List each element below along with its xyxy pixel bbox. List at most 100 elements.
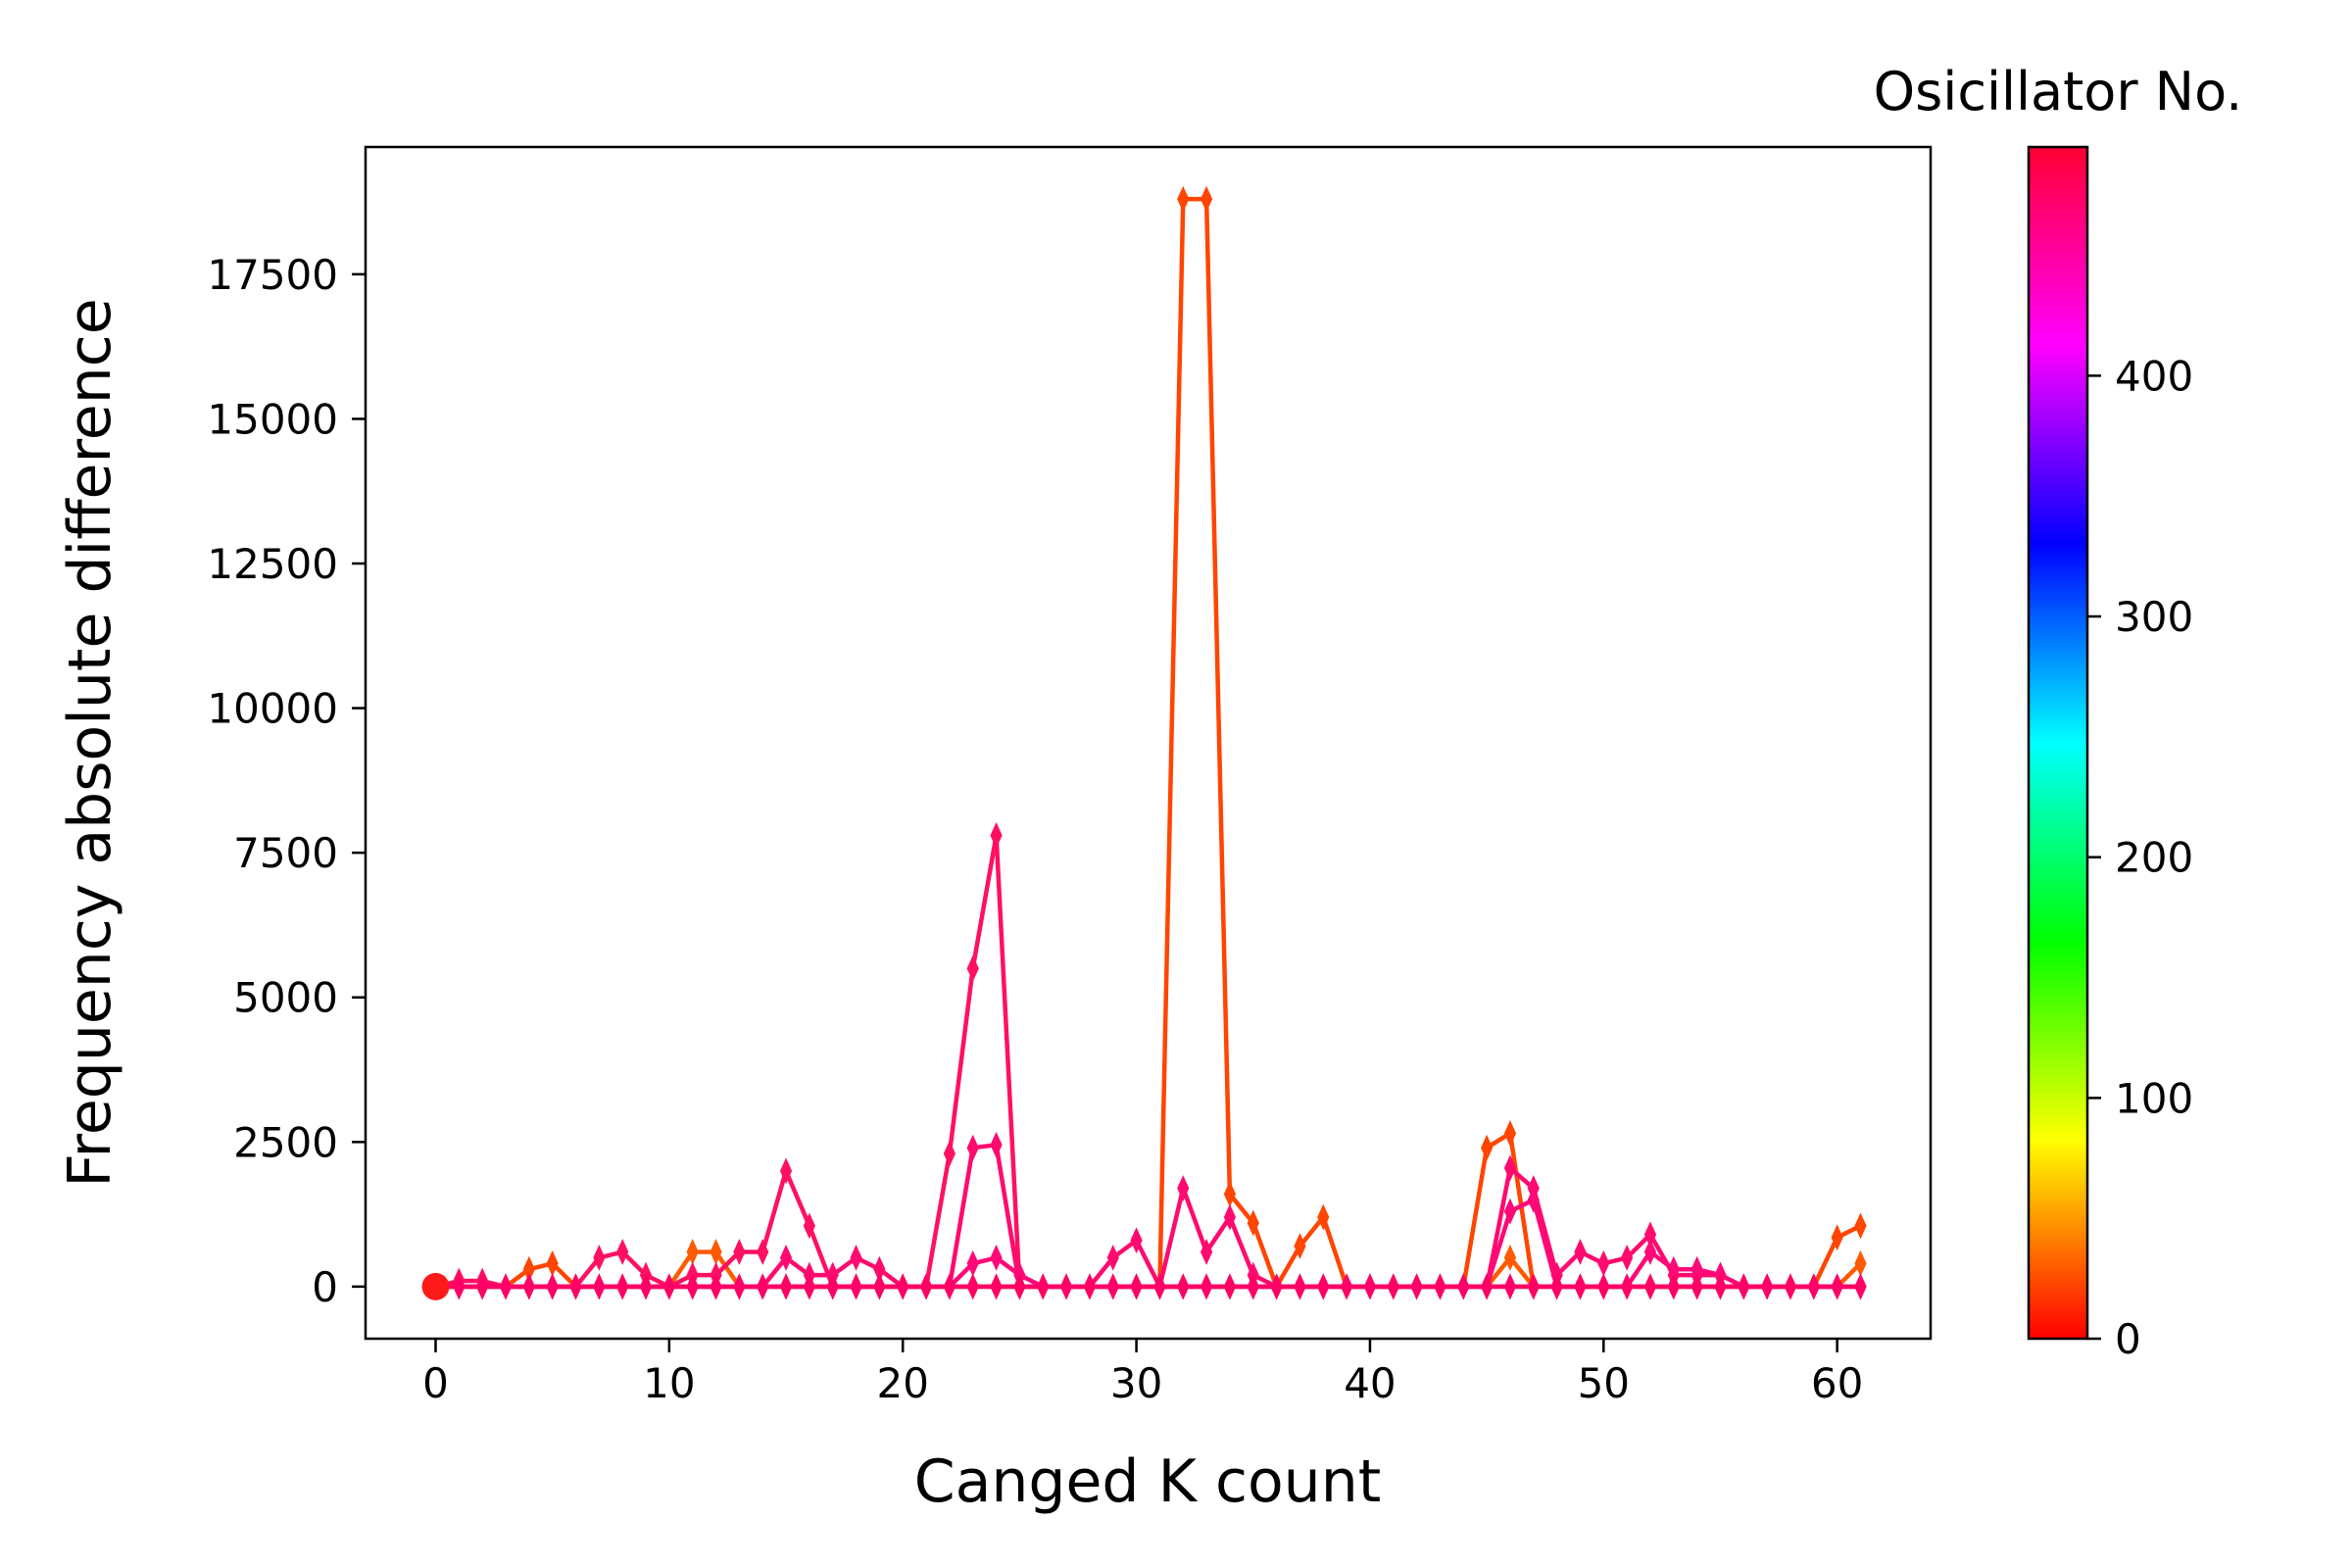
colorbar-tick-label: 100 [2115,1074,2193,1122]
data-point [897,1273,909,1300]
x-tick-label: 0 [422,1359,449,1407]
data-point [1177,185,1190,213]
data-point [1410,1273,1423,1300]
y-tick-label: 12500 [207,540,338,588]
data-point [1854,1273,1867,1300]
data-point [1200,185,1213,213]
data-point [1761,1273,1774,1300]
series-layer [421,185,1867,1300]
colorbar-tick-label: 0 [2115,1315,2141,1363]
data-point [826,1273,839,1300]
data-point [966,1250,979,1277]
data-point [1481,1273,1494,1300]
colorbar [2027,145,2089,1341]
data-point [779,1157,793,1185]
data-point [1130,1273,1143,1300]
x-tick-label: 20 [876,1359,928,1407]
data-point [1247,1273,1259,1300]
plot-frame [364,145,1933,1341]
data-point [943,1273,956,1300]
colorbar-tick-label: 400 [2115,352,2193,400]
data-point [1597,1273,1610,1300]
data-point [499,1273,513,1300]
data-point [522,1273,535,1300]
data-point [639,1273,653,1300]
data-point [1247,1209,1259,1237]
data-point [1667,1273,1680,1300]
data-point [850,1244,862,1271]
series-line [434,833,1861,1290]
data-point [966,1273,979,1300]
data-point [990,822,1003,849]
data-point [757,1273,769,1300]
colorbar-tick-label: 200 [2115,834,2193,882]
x-tick-label: 60 [1811,1359,1863,1407]
data-point [1527,1273,1540,1300]
data-point [1503,1244,1517,1271]
data-point [943,1140,956,1167]
data-point [1597,1250,1610,1277]
data-point [1106,1244,1119,1271]
series-0 [429,185,1867,1300]
data-point [1223,1273,1237,1300]
data-point [1153,1273,1166,1300]
colorbar-tick-label: 300 [2115,593,2193,641]
x-axis-label: Canged K count [914,1447,1382,1516]
y-axis-label: Frequency absolute difference [56,298,124,1187]
data-point [546,1250,559,1277]
x-tick-label: 30 [1110,1359,1162,1407]
data-point [1294,1233,1306,1259]
data-point [1503,1198,1517,1225]
data-point [616,1273,629,1300]
data-point [476,1273,489,1300]
data-point [1831,1273,1843,1300]
data-point [453,1273,466,1300]
data-point [1200,1239,1213,1265]
data-point [1784,1273,1797,1300]
data-point [1643,1239,1657,1265]
colorbar-title: Osicillator No. [1874,61,2243,122]
data-point [569,1273,582,1300]
data-point [1503,1120,1517,1147]
data-point [1550,1273,1563,1300]
data-point [966,1134,979,1161]
data-point [1854,1212,1867,1240]
y-tick-label: 17500 [207,251,338,299]
data-point [990,1244,1003,1271]
data-point [1130,1227,1143,1254]
data-point [1106,1273,1119,1300]
data-point [919,1273,933,1300]
data-point [546,1273,559,1300]
y-tick-label: 15000 [207,395,338,443]
series-5 [429,1273,1867,1300]
data-point [733,1273,746,1300]
data-point [1177,1273,1190,1300]
x-tick-label: 50 [1578,1359,1630,1407]
y-tick-label: 10000 [207,685,338,733]
data-point [850,1273,862,1300]
data-point [1317,1203,1330,1231]
data-point [1177,1175,1190,1201]
data-point [990,1131,1003,1158]
series-line [435,196,1862,1290]
data-point [1831,1224,1843,1251]
data-point [779,1244,793,1271]
data-point [1574,1239,1587,1265]
data-point [966,955,979,982]
y-axis: 0 2500 5000 7500 10000 12500 15000 17500 [207,251,366,1311]
data-point [1714,1273,1727,1300]
data-point [1387,1273,1399,1300]
x-tick-label: 40 [1344,1359,1396,1407]
data-point [779,1273,793,1300]
data-point [1503,1273,1517,1300]
data-point [1317,1273,1330,1300]
colorbar-axis: 0 100 200 300 400 [2087,352,2193,1363]
x-tick-label: 10 [643,1359,695,1407]
x-axis: 0 10 20 30 40 50 60 [422,1339,1863,1407]
data-point [593,1273,606,1300]
data-point [1738,1273,1750,1300]
data-point [686,1273,699,1300]
series-line [435,1143,1861,1290]
data-point [1643,1273,1657,1300]
